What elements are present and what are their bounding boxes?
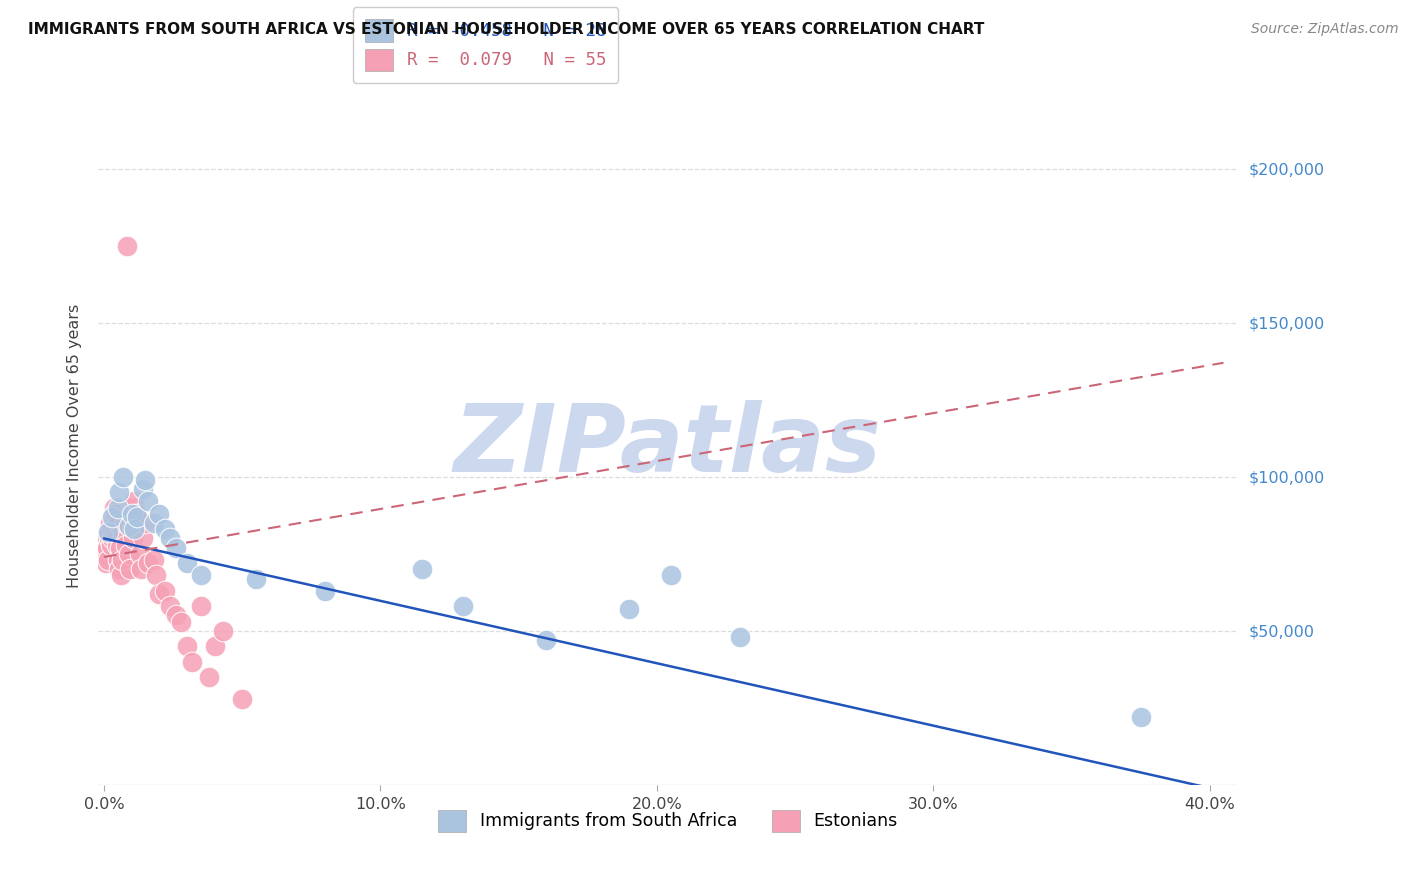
- Point: [125, 507, 148, 521]
- Point: [107, 516, 129, 530]
- Point: [114, 516, 136, 530]
- Point: [108, 541, 131, 555]
- Point: [97, 532, 120, 546]
- Point: [101, 522, 124, 536]
- Point: [148, 507, 170, 521]
- Point: [136, 494, 159, 508]
- Text: Source: ZipAtlas.com: Source: ZipAtlas.com: [1251, 22, 1399, 37]
- Point: [117, 238, 139, 252]
- Point: [96, 532, 118, 546]
- Point: [165, 608, 187, 623]
- Point: [129, 562, 152, 576]
- Point: [127, 509, 149, 524]
- Legend: Immigrants from South Africa, Estonians: Immigrants from South Africa, Estonians: [426, 797, 910, 844]
- Point: [190, 568, 212, 582]
- Point: [728, 630, 751, 644]
- Point: [118, 519, 141, 533]
- Point: [314, 583, 336, 598]
- Y-axis label: Householder Income Over 65 years: Householder Income Over 65 years: [67, 304, 83, 588]
- Point: [534, 633, 557, 648]
- Point: [98, 525, 121, 540]
- Point: [118, 547, 141, 561]
- Point: [100, 532, 122, 546]
- Point: [170, 615, 193, 629]
- Point: [97, 553, 120, 567]
- Point: [108, 485, 131, 500]
- Point: [96, 541, 118, 555]
- Point: [94, 547, 117, 561]
- Point: [617, 602, 640, 616]
- Point: [105, 507, 128, 521]
- Point: [112, 470, 135, 484]
- Point: [128, 547, 150, 561]
- Point: [145, 568, 167, 582]
- Point: [153, 583, 176, 598]
- Point: [159, 599, 181, 614]
- Point: [127, 507, 149, 521]
- Point: [1129, 710, 1152, 724]
- Point: [165, 541, 187, 555]
- Point: [104, 525, 127, 540]
- Point: [231, 691, 253, 706]
- Point: [142, 516, 165, 530]
- Point: [105, 538, 128, 552]
- Point: [211, 624, 233, 638]
- Point: [136, 556, 159, 570]
- Point: [110, 568, 132, 582]
- Point: [121, 507, 143, 521]
- Point: [124, 522, 146, 536]
- Text: IMMIGRANTS FROM SOUTH AFRICA VS ESTONIAN HOUSEHOLDER INCOME OVER 65 YEARS CORREL: IMMIGRANTS FROM SOUTH AFRICA VS ESTONIAN…: [28, 22, 984, 37]
- Point: [176, 556, 198, 570]
- Point: [107, 500, 129, 515]
- Point: [96, 556, 118, 570]
- Point: [101, 509, 124, 524]
- Point: [97, 525, 120, 540]
- Point: [100, 538, 122, 552]
- Point: [103, 500, 125, 515]
- Point: [108, 562, 131, 576]
- Point: [121, 500, 143, 515]
- Point: [190, 599, 212, 614]
- Text: ZIPatlas: ZIPatlas: [454, 400, 882, 492]
- Point: [148, 587, 170, 601]
- Point: [134, 473, 156, 487]
- Point: [411, 562, 433, 576]
- Point: [659, 568, 682, 582]
- Point: [107, 553, 129, 567]
- Point: [111, 553, 134, 567]
- Point: [181, 655, 204, 669]
- Point: [124, 494, 146, 508]
- Point: [122, 532, 145, 546]
- Point: [134, 516, 156, 530]
- Point: [101, 509, 124, 524]
- Point: [142, 553, 165, 567]
- Point: [120, 562, 142, 576]
- Point: [245, 572, 267, 586]
- Point: [153, 522, 176, 536]
- Point: [131, 482, 153, 496]
- Point: [131, 532, 153, 546]
- Point: [103, 507, 125, 521]
- Point: [159, 532, 181, 546]
- Point: [198, 670, 221, 684]
- Point: [176, 640, 198, 654]
- Point: [98, 516, 121, 530]
- Point: [115, 538, 138, 552]
- Point: [121, 522, 143, 536]
- Point: [112, 525, 135, 540]
- Point: [104, 532, 127, 546]
- Point: [204, 640, 226, 654]
- Point: [453, 599, 475, 614]
